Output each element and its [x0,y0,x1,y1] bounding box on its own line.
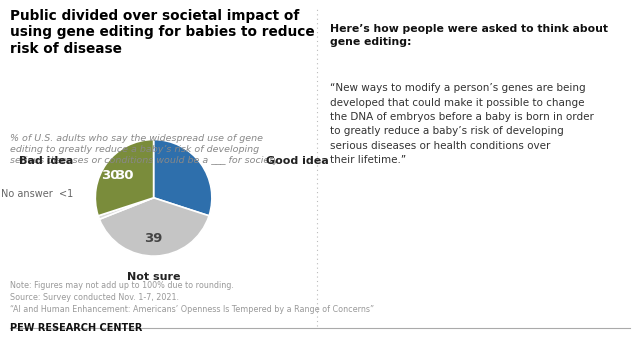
Text: “New ways to modify a person’s genes are being
developed that could make it poss: “New ways to modify a person’s genes are… [330,83,593,165]
Wedge shape [95,139,154,216]
Wedge shape [99,198,209,256]
Text: % of U.S. adults who say the widespread use of gene
editing to greatly reduce a : % of U.S. adults who say the widespread … [10,134,278,165]
Text: Public divided over societal impact of
using gene editing for babies to reduce
r: Public divided over societal impact of u… [10,9,314,56]
Text: 39: 39 [145,232,163,245]
Text: No answer  <1: No answer <1 [1,189,74,199]
Text: Note: Figures may not add up to 100% due to rounding.
Source: Survey conducted N: Note: Figures may not add up to 100% due… [10,281,374,314]
Text: Good idea: Good idea [266,156,328,166]
Wedge shape [154,139,212,216]
Text: Not sure: Not sure [127,272,180,282]
Text: 30: 30 [115,169,134,183]
Text: Bad idea: Bad idea [19,156,74,166]
Text: Here’s how people were asked to think about
gene editing:: Here’s how people were asked to think ab… [330,24,607,47]
Text: 30: 30 [100,169,119,183]
Wedge shape [98,198,154,219]
Text: PEW RESEARCH CENTER: PEW RESEARCH CENTER [10,323,142,333]
